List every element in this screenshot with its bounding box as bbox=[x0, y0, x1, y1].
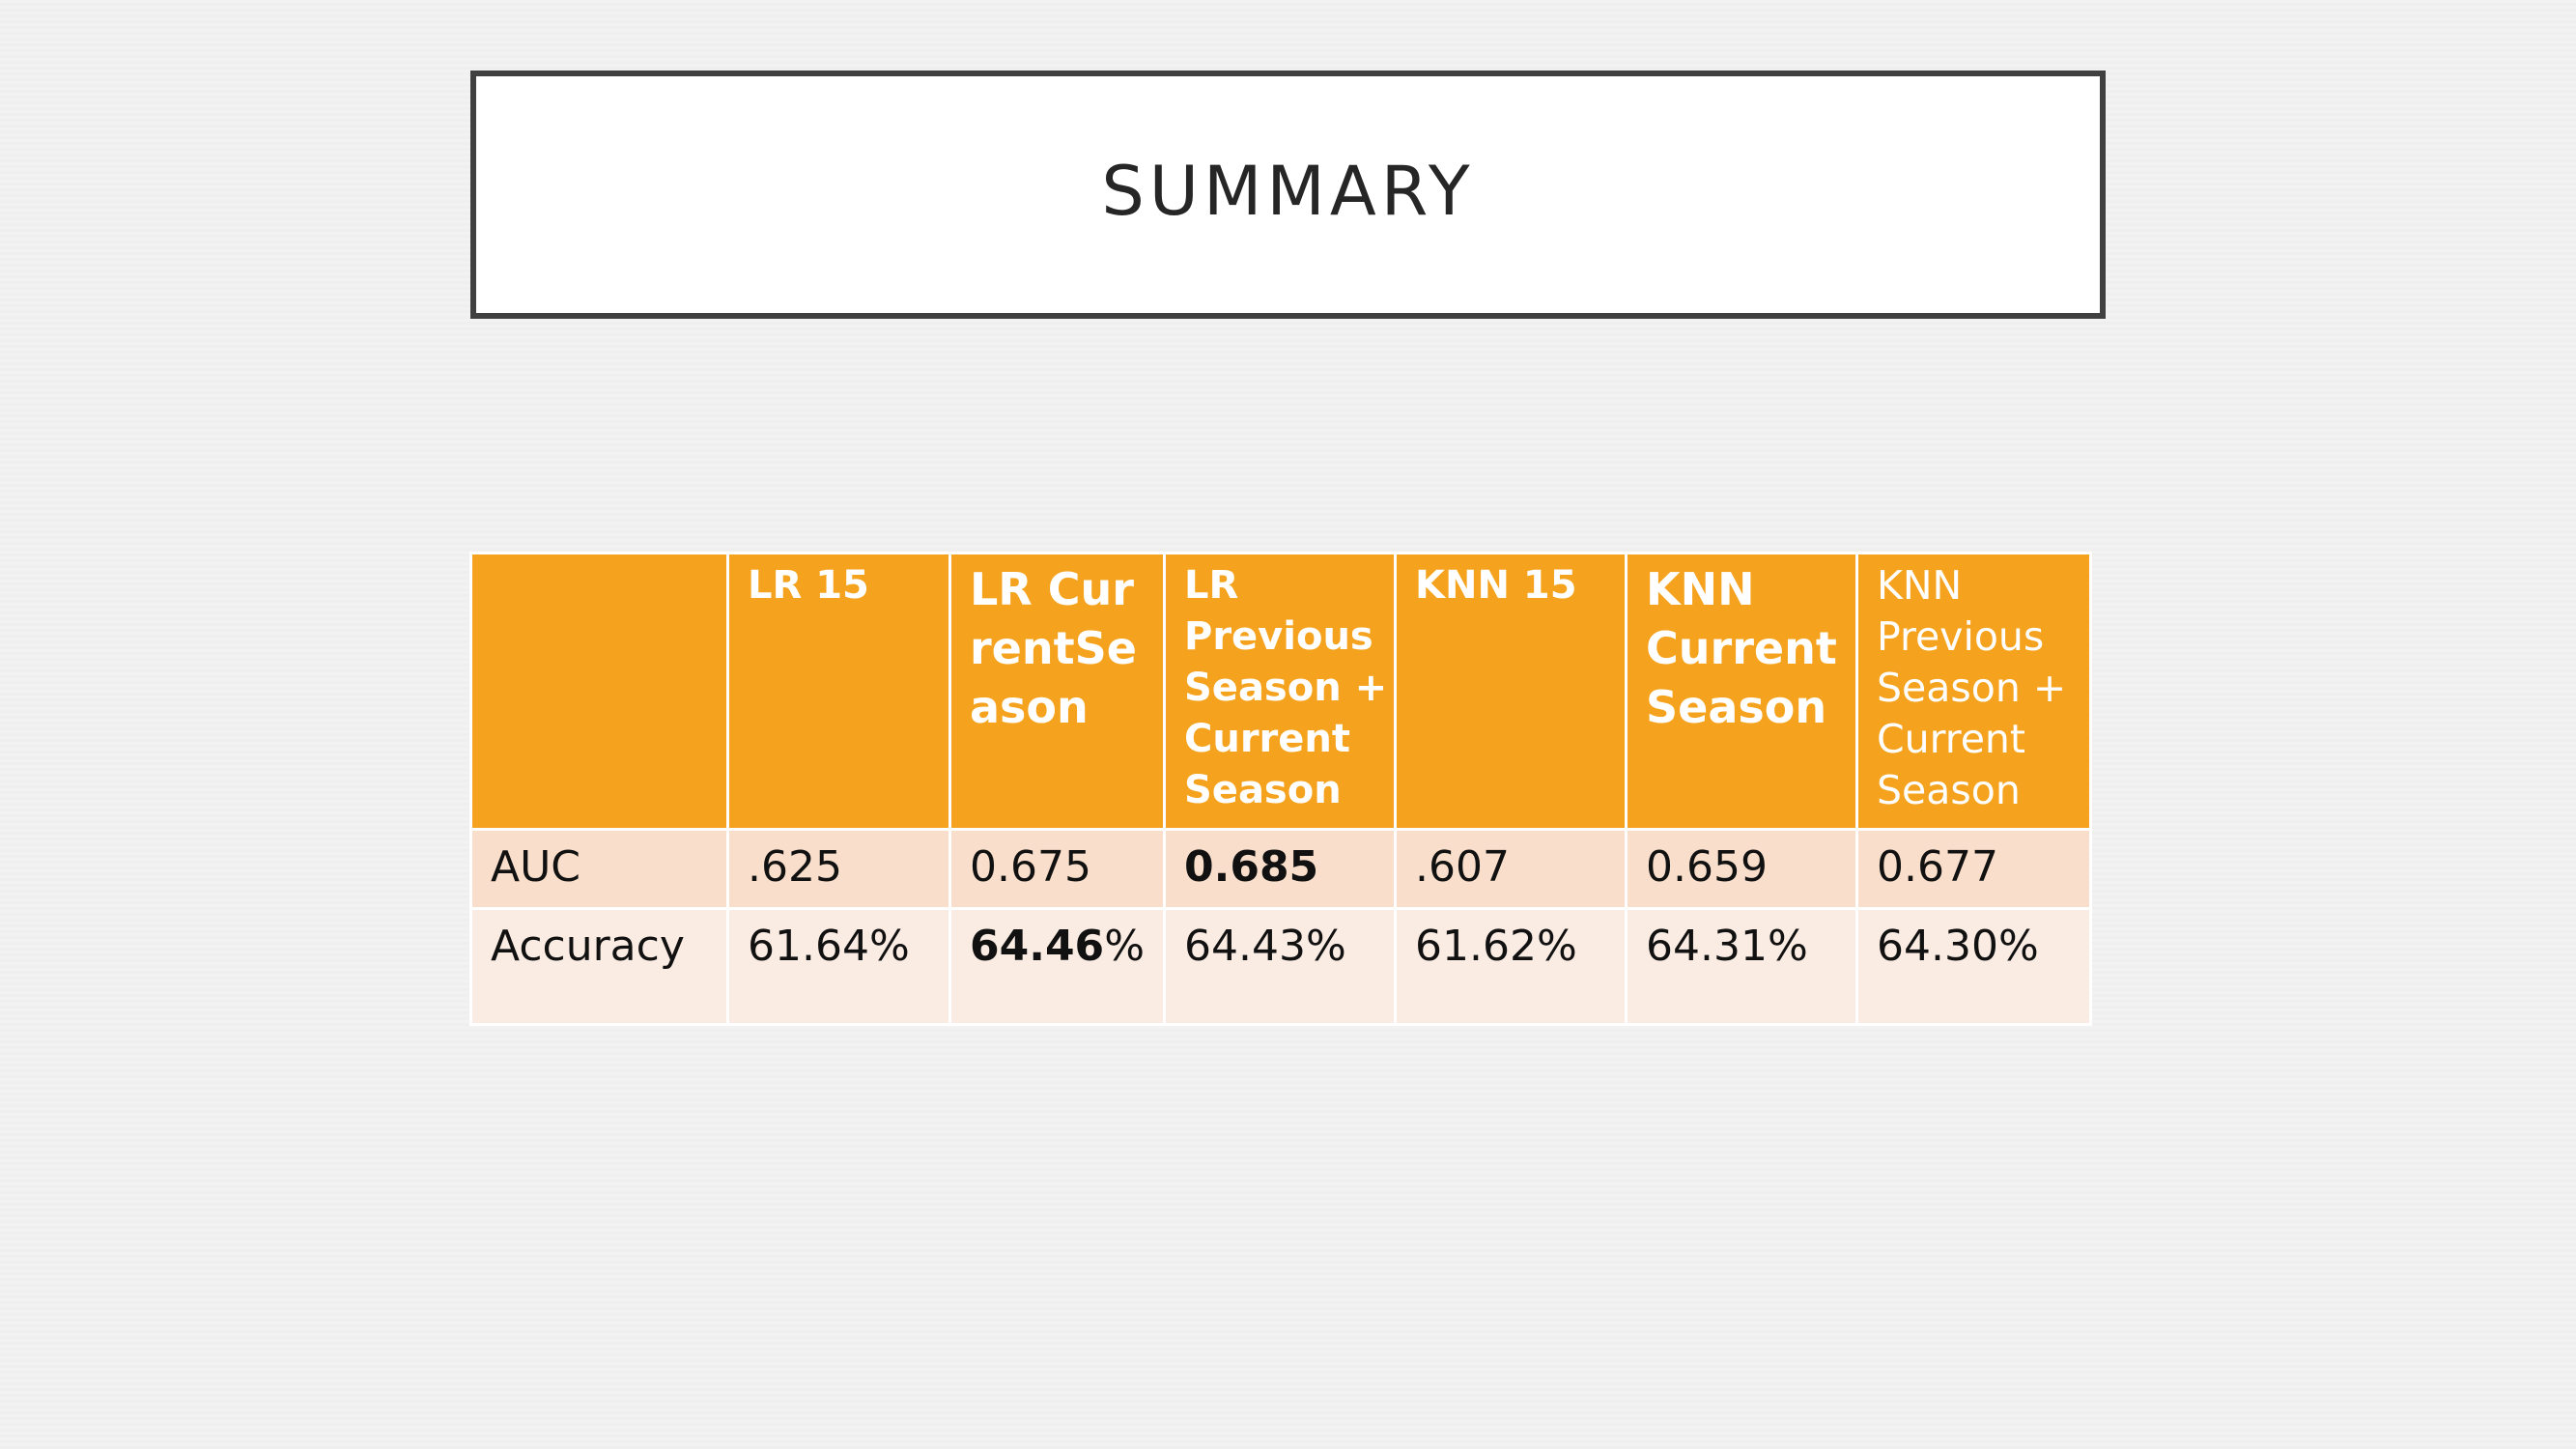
cell-auc-knn-prev-current: 0.677 bbox=[1855, 828, 2092, 910]
table-row-auc: AUC .625 0.675 0.685 .607 0.659 0.677 bbox=[469, 828, 2092, 910]
header-label-lr-current-season: LR CurrentSeason bbox=[970, 563, 1137, 733]
summary-table: LR 15 LR CurrentSeason LR Previous Seaso… bbox=[469, 552, 2092, 1026]
cell-auc-knn-15: .607 bbox=[1394, 828, 1628, 910]
cell-acc-lr-current-number: 64.46 bbox=[970, 922, 1105, 971]
slide-title: SUMMARY bbox=[1101, 151, 1475, 231]
cell-acc-lr-prev-current: 64.43% bbox=[1163, 907, 1397, 1026]
cell-auc-lr-15: .625 bbox=[726, 828, 951, 910]
cell-auc-knn-current: 0.659 bbox=[1625, 828, 1858, 910]
table-header-row: LR 15 LR CurrentSeason LR Previous Seaso… bbox=[469, 552, 2092, 831]
cell-acc-knn-prev-current: 64.30% bbox=[1855, 907, 2092, 1026]
table-row-accuracy: Accuracy 61.64% 64.46% 64.43% 61.62% 64.… bbox=[469, 907, 2092, 1026]
cell-acc-lr-current-percent: % bbox=[1104, 922, 1145, 971]
row-label-accuracy: Accuracy bbox=[469, 907, 729, 1026]
header-cell-knn-current-season: KNN Current Season bbox=[1625, 552, 1858, 831]
title-box: SUMMARY bbox=[470, 71, 2106, 319]
cell-auc-lr-current: 0.675 bbox=[948, 828, 1166, 910]
cell-acc-knn-current: 64.31% bbox=[1625, 907, 1858, 1026]
cell-acc-lr-current: 64.46% bbox=[948, 907, 1166, 1026]
header-cell-lr-15: LR 15 bbox=[726, 552, 951, 831]
header-cell-knn-15: KNN 15 bbox=[1394, 552, 1628, 831]
header-cell-lr-current-season: LR CurrentSeason bbox=[948, 552, 1166, 831]
cell-auc-lr-prev-current: 0.685 bbox=[1163, 828, 1397, 910]
cell-acc-knn-15: 61.62% bbox=[1394, 907, 1628, 1026]
cell-acc-lr-15: 61.64% bbox=[726, 907, 951, 1026]
header-cell-empty bbox=[469, 552, 729, 831]
row-label-auc: AUC bbox=[469, 828, 729, 910]
header-cell-lr-prev-current: LR Previous Season + Current Season bbox=[1163, 552, 1397, 831]
header-cell-knn-prev-current: KNN Previous Season + Current Season bbox=[1855, 552, 2092, 831]
